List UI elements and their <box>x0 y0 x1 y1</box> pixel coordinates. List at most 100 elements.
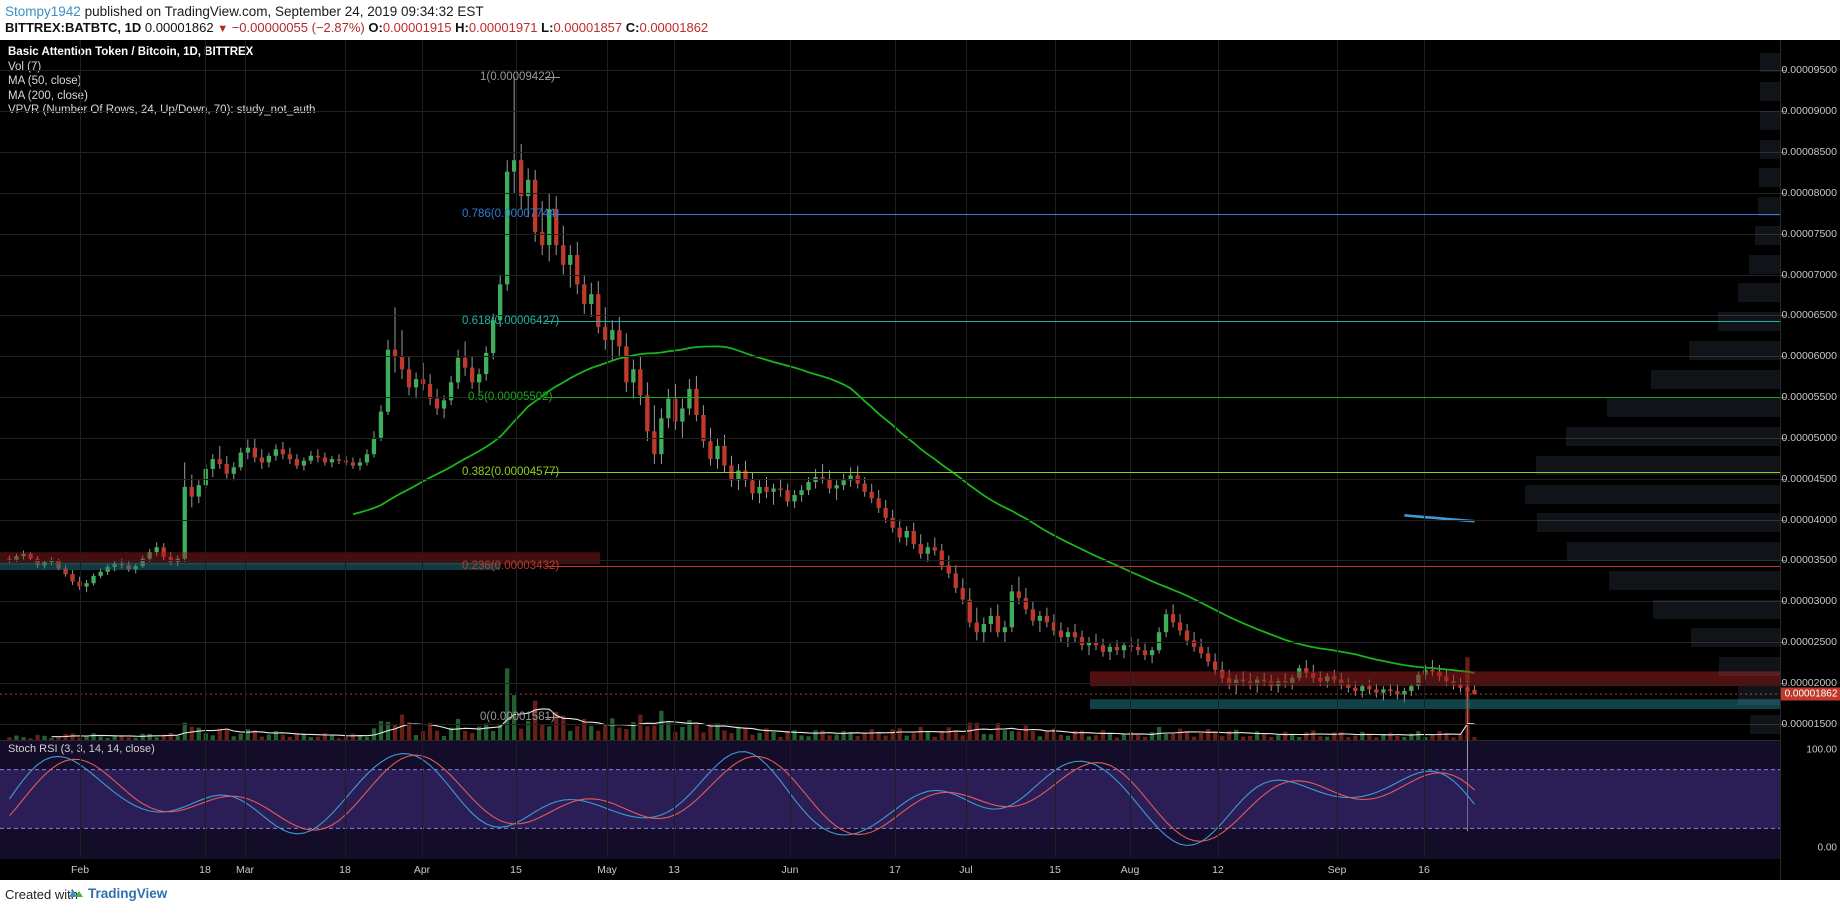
plot-area[interactable]: Basic Attention Token / Bitcoin, 1D, BIT… <box>0 40 1780 880</box>
footer-bar: Created with TradingView <box>0 880 1840 913</box>
high-value: 0.00001971 <box>468 20 538 35</box>
time-axis-label: 17 <box>889 864 901 876</box>
price-axis[interactable]: 0.00009500 0.00009000 0.00008500 0.00008000… <box>1780 40 1840 880</box>
fibonacci-level-line[interactable] <box>545 717 560 719</box>
fibonacci-level-line[interactable] <box>545 565 1780 567</box>
time-axis-label: May <box>597 864 617 876</box>
stoch-axis-label: 0.00 <box>1817 842 1837 854</box>
price-axis-tick <box>1781 152 1786 154</box>
vpvr-volume-bar <box>1690 628 1780 648</box>
price-axis-tick <box>1781 315 1786 317</box>
grid-line-horizontal <box>0 192 1780 194</box>
grid-line-horizontal <box>0 642 1780 643</box>
fibonacci-level-line[interactable] <box>545 396 1780 398</box>
chart-legend: Basic Attention Token / Bitcoin, 1D, BIT… <box>8 45 315 118</box>
vpvr-volume-bar <box>1652 599 1780 619</box>
fibonacci-level-label: 1(0.00009422) <box>480 70 555 83</box>
price-axis-label: 0.00007500 <box>1781 227 1837 240</box>
time-axis-label: Feb <box>70 864 90 876</box>
time-axis-label: 15 <box>1049 864 1061 876</box>
time-axis-label: 18 <box>339 864 351 876</box>
price-axis-label: 0.00002000 <box>1781 676 1837 689</box>
symbol-label[interactable]: BITTREX:BATBTC, 1D <box>5 20 142 35</box>
close-value: 0.00001862 <box>639 20 709 35</box>
chart-container[interactable]: Basic Attention Token / Bitcoin, 1D, BIT… <box>0 40 1840 880</box>
price-axis-tick <box>1781 642 1786 643</box>
legend-vpvr[interactable]: VPVR (Number Of Rows, 24, Up/Down, 70): … <box>8 103 315 118</box>
grid-line-horizontal <box>0 315 1780 317</box>
price-axis-tick <box>1781 274 1786 276</box>
grid-line-vertical <box>422 40 423 858</box>
vpvr-volume-bar <box>1759 168 1780 188</box>
legend-volume[interactable]: Vol (7) <box>8 60 42 73</box>
price-axis-label: 0.00005000 <box>1781 431 1837 444</box>
price-axis-label: 0.00006500 <box>1781 309 1837 322</box>
grid-line-vertical <box>607 40 608 858</box>
grid-line-horizontal <box>0 356 1780 358</box>
price-axis-tick <box>1781 682 1786 684</box>
price-axis-label: 0.00009000 <box>1781 105 1837 118</box>
down-triangle-icon: ▼ <box>217 23 229 35</box>
grid-line-vertical <box>80 40 81 858</box>
price-axis-tick <box>1781 397 1786 399</box>
vpvr-volume-bar <box>1525 484 1780 504</box>
price-axis-label: 0.00001500 <box>1781 717 1837 730</box>
open-label: O: <box>368 20 383 35</box>
grid-line-horizontal <box>0 111 1780 113</box>
price-axis-tick <box>1781 601 1786 603</box>
time-axis-label: Jul <box>959 864 973 876</box>
price-axis-tick <box>1781 192 1786 194</box>
low-label: L: <box>541 20 554 35</box>
time-axis-label: Mar <box>235 864 255 876</box>
low-value: 0.00001857 <box>553 20 623 35</box>
grid-line-horizontal <box>0 723 1780 725</box>
price-axis-tick <box>1781 723 1786 725</box>
fibonacci-level-line[interactable] <box>545 472 1780 474</box>
last-price-badge: 0.00001862 <box>1781 687 1840 701</box>
grid-line-horizontal <box>0 478 1780 480</box>
vpvr-volume-bar <box>1759 82 1780 102</box>
vpvr-volume-bar <box>1749 714 1780 734</box>
vpvr-volume-bar <box>1536 513 1780 533</box>
price-axis-label: 0.00003500 <box>1781 554 1837 567</box>
vpvr-volume-bar <box>1535 455 1780 475</box>
grid-line-vertical <box>345 40 346 858</box>
fibonacci-level-line[interactable] <box>545 213 1780 215</box>
legend-ma200[interactable]: MA (200, close) <box>8 89 88 102</box>
time-axis-label: 18 <box>199 864 211 876</box>
fibonacci-level-line[interactable] <box>545 321 1780 323</box>
vpvr-volume-bar <box>1650 369 1780 389</box>
fibonacci-level-label: 0.236(0.00003432) <box>462 559 560 572</box>
high-label: H: <box>455 20 469 35</box>
fibonacci-level-label: 0.618(0.00006427) <box>462 315 560 328</box>
price-axis-label: 0.00008500 <box>1781 146 1837 159</box>
vpvr-volume-bar <box>1737 283 1780 303</box>
vpvr-volume-bar <box>1719 657 1780 677</box>
vpvr-volume-bar <box>1738 685 1780 705</box>
published-text: published on TradingView.com, September … <box>84 4 484 19</box>
tradingview-logo-icon <box>69 890 83 897</box>
price-axis-label: 0.00006000 <box>1781 350 1837 363</box>
tradingview-brand[interactable]: TradingView <box>88 886 168 901</box>
grid-line-vertical <box>895 40 896 858</box>
author-name[interactable]: Stompy1942 <box>5 4 81 19</box>
price-axis-tick <box>1781 70 1786 72</box>
grid-line-vertical <box>1130 40 1131 858</box>
last-price: 0.00001862 <box>144 20 214 35</box>
legend-ma50[interactable]: MA (50, close) <box>8 75 82 88</box>
stoch-rsi-pane[interactable] <box>0 740 1780 859</box>
stoch-rsi-legend[interactable]: Stoch RSI (3, 3, 14, 14, close) <box>8 743 155 755</box>
fibonacci-level-line[interactable] <box>545 76 560 78</box>
grid-line-vertical <box>790 40 791 858</box>
grid-line-vertical <box>1218 40 1219 858</box>
time-axis[interactable]: Feb 18 Mar 18 Apr 15 May 13 Jun 17 Jul 15 Aug 12 Sep 16 <box>0 860 1780 880</box>
vpvr-volume-bar <box>1607 398 1780 418</box>
grid-line-vertical <box>1337 40 1338 858</box>
grid-line-horizontal <box>0 437 1780 439</box>
price-axis-label: 0.00002500 <box>1781 636 1837 648</box>
grid-line-horizontal <box>0 560 1780 562</box>
stoch-axis-label: 100.00 <box>1806 744 1837 756</box>
price-axis-tick <box>1781 437 1786 439</box>
created-with-label: Created with <box>5 887 78 902</box>
open-value: 0.00001915 <box>382 20 452 35</box>
